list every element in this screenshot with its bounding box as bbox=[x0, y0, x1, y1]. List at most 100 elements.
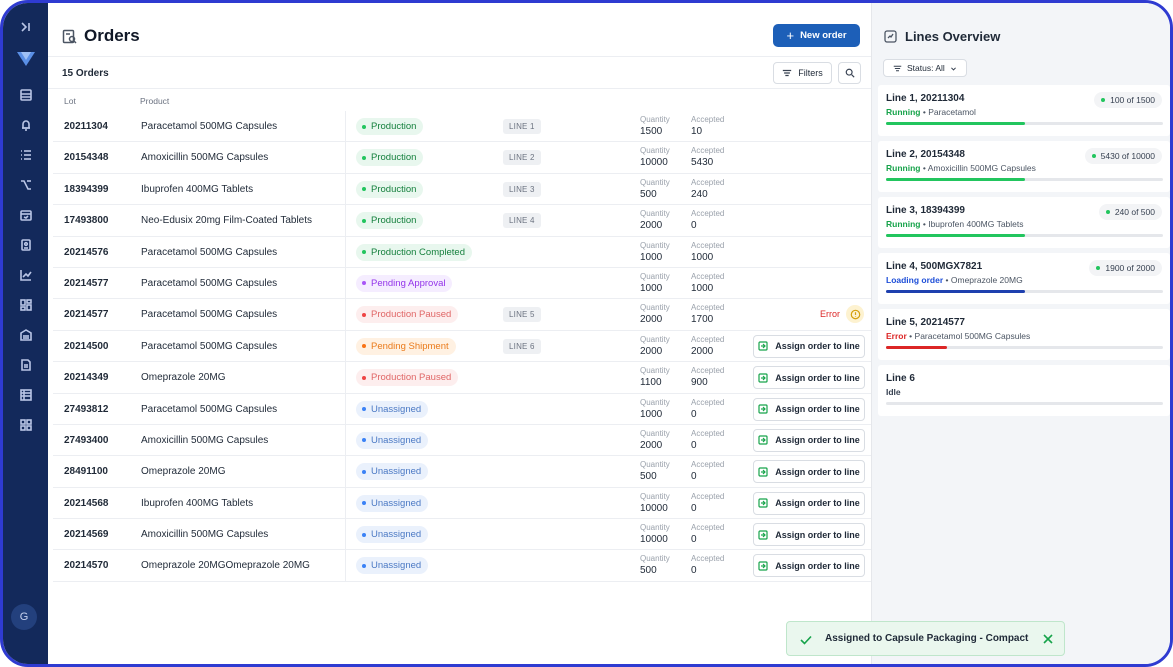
lines-overview-icon bbox=[884, 30, 897, 43]
table-row[interactable]: 20211304 Paracetamol 500MG Capsules Produc… bbox=[53, 111, 871, 143]
status-badge: Production Completed bbox=[356, 243, 472, 261]
line-card[interactable]: Line 6 Idle bbox=[878, 365, 1170, 416]
line-card[interactable]: Line 4, 500MGX7821 Loading order • Omepra… bbox=[878, 253, 1170, 304]
table-row[interactable]: 20214568 Ibuprofen 400MG Tablets Unassigne… bbox=[53, 487, 871, 520]
table-row[interactable]: 20214576 Paracetamol 500MG Capsules Produc… bbox=[53, 236, 871, 268]
line-state: Running bbox=[886, 163, 921, 173]
lot-number: 20214569 bbox=[64, 529, 109, 541]
close-icon[interactable] bbox=[1041, 632, 1055, 646]
assign-order-button[interactable]: Assign order to line bbox=[753, 460, 865, 484]
assign-order-button[interactable]: Assign order to line bbox=[753, 397, 865, 421]
lot-number: 20214500 bbox=[64, 340, 109, 352]
table-row[interactable]: 20214570 Omeprazole 20MGOmeprazole 20MG Un… bbox=[53, 550, 871, 582]
separator-dot: • bbox=[922, 107, 926, 117]
status-badge: Pending Shipment bbox=[356, 337, 456, 355]
quantity-value: 1000 bbox=[640, 251, 663, 263]
warning-icon[interactable] bbox=[846, 305, 864, 324]
search-button[interactable] bbox=[838, 62, 861, 84]
assign-order-button[interactable]: Assign order to line bbox=[753, 554, 865, 578]
table-row[interactable]: 20214577 Paracetamol 500MG Capsules Pendin… bbox=[53, 267, 871, 300]
table-row[interactable]: 20214577 Paracetamol 500MG Capsules Produc… bbox=[53, 299, 871, 331]
assign-order-button[interactable]: Assign order to line bbox=[753, 491, 865, 515]
line-card[interactable]: Line 1, 20211304 Running • Paracetamol 100… bbox=[878, 85, 1170, 136]
assign-order-button[interactable]: Assign order to line bbox=[753, 366, 865, 390]
lot-number: 20214568 bbox=[64, 497, 109, 509]
new-order-button[interactable]: + New order bbox=[773, 24, 860, 47]
filters-button[interactable]: Filters bbox=[773, 62, 832, 84]
assign-order-button[interactable]: Assign order to line bbox=[753, 523, 865, 547]
status-badge: Pending Approval bbox=[356, 274, 453, 292]
assign-icon bbox=[758, 561, 768, 571]
column-divider bbox=[345, 362, 346, 394]
line-product: Paracetamol 500MG Capsules bbox=[914, 331, 1031, 341]
accepted-label: Accepted bbox=[691, 491, 725, 501]
table-row[interactable]: 20214349 Omeprazole 20MG Production Paused… bbox=[53, 362, 871, 394]
line-product: Paracetamol bbox=[928, 107, 976, 117]
bell-icon[interactable] bbox=[16, 115, 36, 135]
table-row[interactable]: 27493400 Amoxicillin 500MG Capsules Unassi… bbox=[53, 424, 871, 457]
status-filter-dropdown[interactable]: Status: All bbox=[883, 59, 967, 77]
calendar-icon[interactable] bbox=[16, 205, 36, 225]
list-icon[interactable] bbox=[16, 145, 36, 165]
product-name: Paracetamol 500MG Capsules bbox=[141, 246, 278, 258]
document-icon[interactable] bbox=[16, 355, 36, 375]
quantity-label: Quantity bbox=[640, 554, 670, 564]
user-avatar[interactable]: G bbox=[11, 604, 37, 630]
column-divider bbox=[345, 205, 346, 237]
count-dot-icon bbox=[1091, 154, 1096, 158]
table-icon[interactable] bbox=[16, 385, 36, 405]
lot-number: 20214570 bbox=[64, 560, 109, 572]
product-name: Paracetamol 500MG Capsules bbox=[141, 309, 278, 321]
modules-icon[interactable] bbox=[16, 415, 36, 435]
assign-label: Assign order to line bbox=[775, 372, 860, 383]
table-row[interactable]: 27493812 Paracetamol 500MG Capsules Unassi… bbox=[53, 393, 871, 425]
table-row[interactable]: 20214569 Amoxicillin 500MG Capsules Unassi… bbox=[53, 519, 871, 551]
assign-label: Assign order to line bbox=[775, 341, 860, 352]
status-badge: Unassigned bbox=[356, 557, 429, 575]
assign-label: Assign order to line bbox=[775, 466, 860, 477]
table-row[interactable]: 28491100 Omeprazole 20MG Unassigned Quantit… bbox=[53, 456, 871, 488]
lot-number: 20211304 bbox=[64, 121, 108, 132]
column-divider bbox=[345, 236, 346, 268]
assign-order-button[interactable]: Assign order to line bbox=[753, 428, 865, 452]
accepted-value: 0 bbox=[691, 502, 697, 514]
table-row[interactable]: 17493800 Neo-Edusix 20mg Film-Coated Tabl… bbox=[53, 205, 871, 237]
accepted-label: Accepted bbox=[691, 460, 725, 470]
sidebar: G bbox=[3, 3, 48, 664]
dashboard-icon[interactable] bbox=[16, 295, 36, 315]
contacts-icon[interactable] bbox=[16, 235, 36, 255]
line-card[interactable]: Line 3, 18394399 Running • Ibuprofen 400M… bbox=[878, 197, 1170, 248]
accepted-label: Accepted bbox=[691, 397, 725, 407]
lot-number: 20214349 bbox=[64, 372, 109, 384]
line-title: Line 2, 20154348 bbox=[886, 149, 965, 160]
orders-nav-icon[interactable] bbox=[16, 85, 36, 105]
branch-icon[interactable] bbox=[16, 175, 36, 195]
line-count: 100 of 1500 bbox=[1110, 95, 1155, 105]
line-progress-track bbox=[886, 402, 1163, 405]
panel-title: Lines Overview bbox=[905, 29, 1001, 44]
table-row[interactable]: 20214500 Paracetamol 500MG Capsules Pendin… bbox=[53, 330, 871, 363]
line-progress-fill bbox=[886, 346, 947, 349]
analytics-icon[interactable] bbox=[16, 265, 36, 285]
column-divider bbox=[345, 456, 346, 488]
status-label: Production bbox=[371, 152, 417, 164]
logo-icon bbox=[16, 49, 36, 69]
assign-order-button[interactable]: Assign order to line bbox=[753, 334, 865, 358]
quantity-value: 500 bbox=[640, 188, 657, 200]
warehouse-icon[interactable] bbox=[16, 325, 36, 345]
line-count-badge: 5430 of 10000 bbox=[1084, 148, 1162, 164]
table-row[interactable]: 18394399 Ibuprofen 400MG Tablets Productio… bbox=[53, 173, 871, 206]
quantity-label: Quantity bbox=[640, 334, 670, 344]
product-name: Amoxicillin 500MG Capsules bbox=[141, 434, 269, 446]
status-label: Production Completed bbox=[371, 246, 465, 258]
table-row[interactable]: 20154348 Amoxicillin 500MG Capsules Produc… bbox=[53, 142, 871, 174]
line-card[interactable]: Line 2, 20154348 Running • Amoxicillin 50… bbox=[878, 141, 1170, 192]
product-name: Paracetamol 500MG Capsules bbox=[141, 121, 278, 132]
line-title: Line 5, 20214577 bbox=[886, 317, 965, 328]
lot-number: 20154348 bbox=[64, 152, 109, 164]
expand-sidebar-icon[interactable] bbox=[16, 17, 36, 37]
line-count-badge: 240 of 500 bbox=[1098, 204, 1162, 220]
assign-label: Assign order to line bbox=[775, 560, 860, 571]
line-card[interactable]: Line 5, 20214577 Error • Paracetamol 500M… bbox=[878, 309, 1170, 360]
